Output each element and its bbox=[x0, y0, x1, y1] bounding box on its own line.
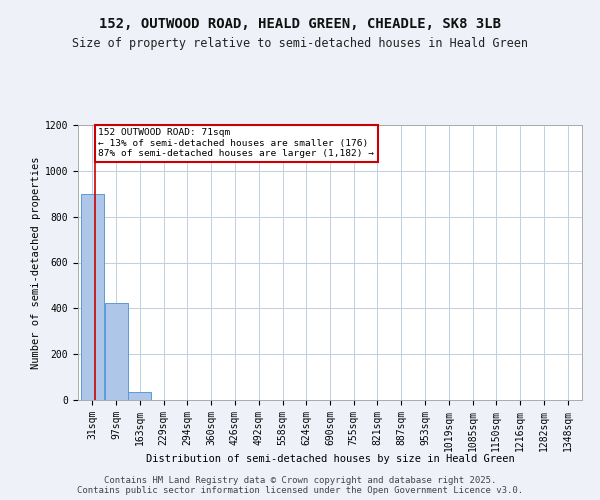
Bar bbox=[128, 392, 151, 400]
Y-axis label: Number of semi-detached properties: Number of semi-detached properties bbox=[31, 156, 41, 369]
Text: 152 OUTWOOD ROAD: 71sqm
← 13% of semi-detached houses are smaller (176)
87% of s: 152 OUTWOOD ROAD: 71sqm ← 13% of semi-de… bbox=[98, 128, 374, 158]
Bar bbox=[104, 302, 128, 400]
Bar bbox=[81, 194, 104, 400]
Text: Size of property relative to semi-detached houses in Heald Green: Size of property relative to semi-detach… bbox=[72, 38, 528, 51]
X-axis label: Distribution of semi-detached houses by size in Heald Green: Distribution of semi-detached houses by … bbox=[146, 454, 514, 464]
Text: Contains HM Land Registry data © Crown copyright and database right 2025.
Contai: Contains HM Land Registry data © Crown c… bbox=[77, 476, 523, 495]
Text: 152, OUTWOOD ROAD, HEALD GREEN, CHEADLE, SK8 3LB: 152, OUTWOOD ROAD, HEALD GREEN, CHEADLE,… bbox=[99, 18, 501, 32]
